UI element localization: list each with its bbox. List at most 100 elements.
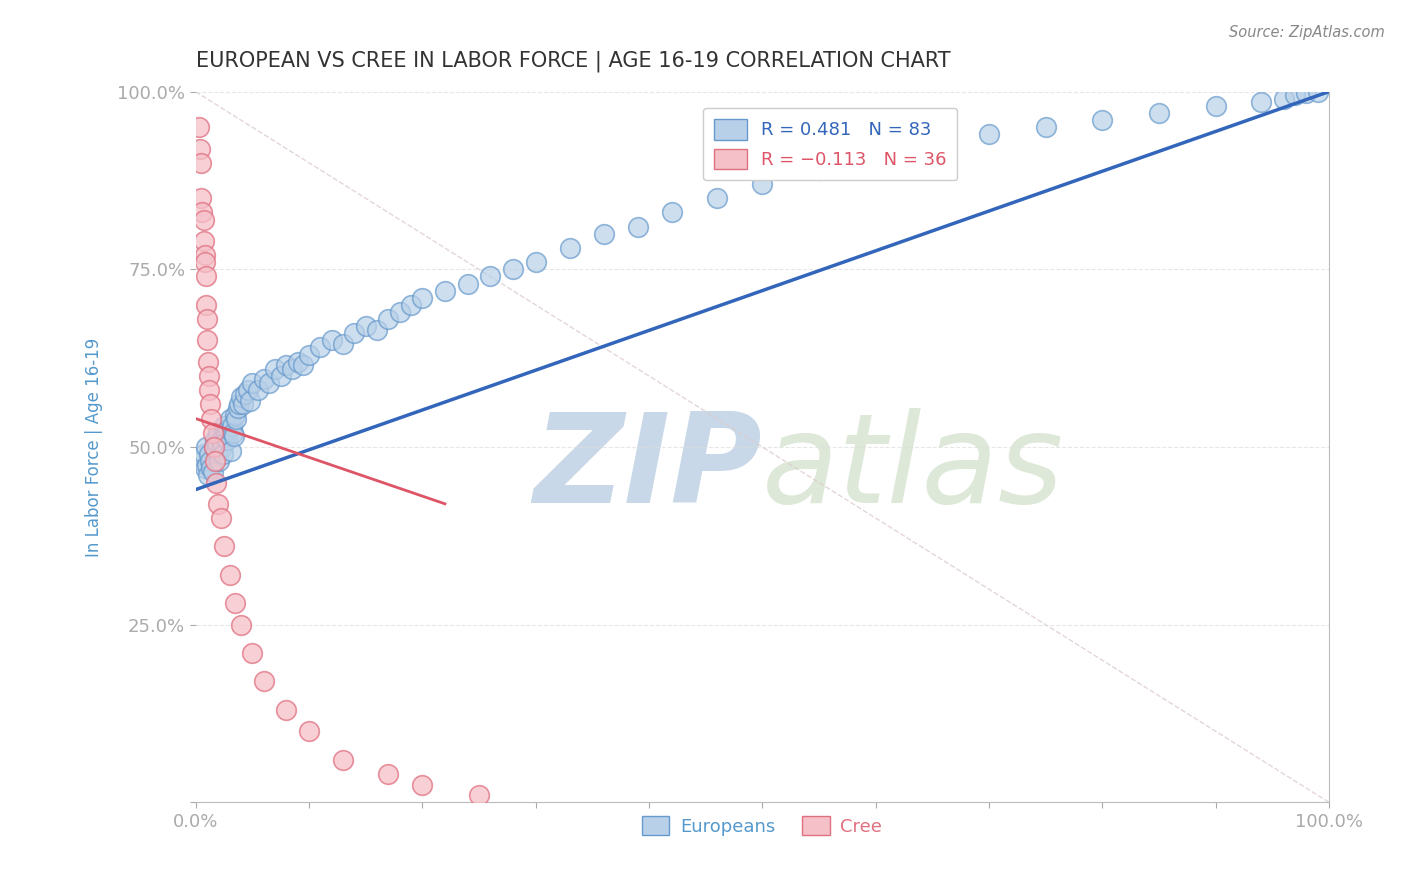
Text: atlas: atlas [762,408,1064,529]
Point [298,348,321,362]
Point [218,567,240,582]
Point [292,358,315,372]
Point [204,433,226,447]
Point [377,312,399,326]
Y-axis label: In Labor Force | Age 16-19: In Labor Force | Age 16-19 [86,337,103,557]
Point [198,447,221,461]
Point [1272,92,1295,106]
Point [200,454,222,468]
Point [276,703,298,717]
Point [252,674,274,689]
Point [479,269,502,284]
Point [198,368,221,383]
Point [706,191,728,205]
Point [377,767,399,781]
Point [224,408,246,422]
Point [212,418,235,433]
Point [1250,95,1272,110]
Point [194,248,217,262]
Point [198,383,221,397]
Point [209,433,232,447]
Point [194,461,217,475]
Point [240,646,263,660]
Point [219,443,242,458]
Point [1205,99,1227,113]
Point [200,411,222,425]
Text: Source: ZipAtlas.com: Source: ZipAtlas.com [1229,25,1385,40]
Point [807,162,830,177]
Point [1147,106,1170,120]
Point [214,429,236,443]
Point [212,540,235,554]
Point [229,617,252,632]
Point [197,468,219,483]
Point [194,255,217,269]
Point [366,323,388,337]
Point [224,596,246,610]
Point [194,269,217,284]
Point [217,433,239,447]
Point [502,262,524,277]
Point [388,305,411,319]
Point [332,337,354,351]
Point [343,326,366,341]
Point [195,312,218,326]
Point [190,191,212,205]
Point [207,497,229,511]
Point [194,440,217,454]
Point [201,465,224,479]
Point [201,425,224,440]
Point [200,461,222,475]
Point [246,383,269,397]
Point [235,386,257,401]
Point [221,418,243,433]
Point [217,422,239,436]
Point [205,475,228,490]
Point [252,372,274,386]
Point [298,724,321,739]
Point [225,411,247,425]
Point [865,155,887,169]
Point [281,361,304,376]
Point [195,458,218,472]
Point [921,142,943,156]
Legend: Europeans, Cree: Europeans, Cree [636,809,890,843]
Point [202,440,225,454]
Point [193,447,215,461]
Point [208,454,231,468]
Point [202,440,225,454]
Point [309,341,332,355]
Point [204,454,226,468]
Point [1295,86,1317,100]
Point [558,241,581,255]
Point [200,397,222,411]
Point [321,334,343,348]
Point [205,436,228,450]
Point [239,393,262,408]
Point [205,443,228,458]
Point [1306,85,1329,99]
Point [222,425,245,440]
Point [468,788,491,802]
Point [236,383,259,397]
Point [524,255,547,269]
Point [354,319,377,334]
Point [977,128,1000,142]
Point [411,777,433,791]
Point [188,120,211,135]
Point [193,212,215,227]
Point [1035,120,1057,135]
Point [1284,88,1306,103]
Point [211,447,233,461]
Point [195,334,218,348]
Point [228,397,250,411]
Point [332,753,354,767]
Point [270,368,292,383]
Point [191,205,214,219]
Point [215,425,238,440]
Point [264,361,287,376]
Point [226,401,249,415]
Point [399,298,422,312]
Text: ZIP: ZIP [533,408,762,529]
Point [193,234,215,248]
